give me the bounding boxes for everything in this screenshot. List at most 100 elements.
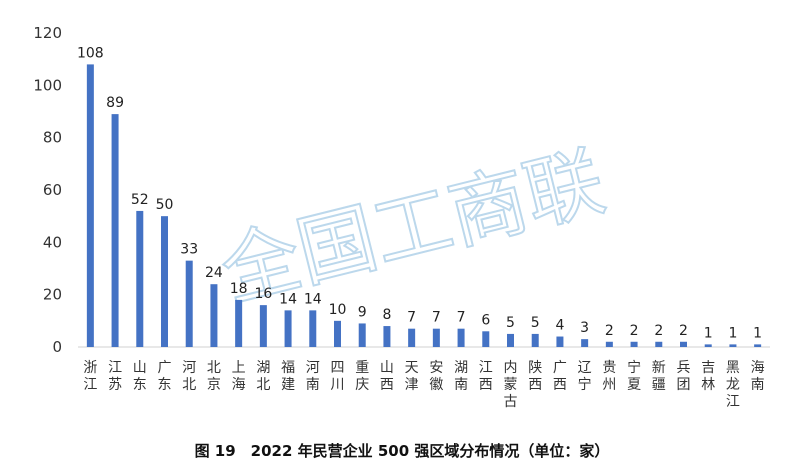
bar <box>111 114 119 347</box>
bar <box>482 331 490 347</box>
category-label: 吉林 <box>701 360 715 393</box>
category-label: 广西 <box>553 360 567 393</box>
category-label: 福建 <box>281 360 295 393</box>
bar <box>605 341 613 347</box>
category-label: 天津 <box>405 360 419 393</box>
data-label: 33 <box>180 242 198 258</box>
y-tick-label: 20 <box>43 286 62 304</box>
data-label: 18 <box>230 281 248 297</box>
y-tick-label: 40 <box>43 233 62 251</box>
data-label: 1 <box>728 325 737 341</box>
category-label: 浙江 <box>83 360 97 393</box>
category-label: 山西 <box>380 360 394 393</box>
data-label: 5 <box>506 315 515 331</box>
data-label: 2 <box>679 323 688 339</box>
data-label: 16 <box>254 286 272 302</box>
bar <box>259 305 267 347</box>
watermark: 全国工商联 <box>212 136 614 320</box>
bar <box>556 336 564 347</box>
data-label: 2 <box>605 323 614 339</box>
bar <box>383 326 391 347</box>
category-label: 兵团 <box>677 360 691 393</box>
bar <box>358 323 366 347</box>
bar <box>457 328 465 347</box>
category-label: 黑龙江 <box>726 360 740 410</box>
data-label: 14 <box>279 291 297 307</box>
bar <box>655 341 663 347</box>
y-tick-label: 60 <box>43 181 62 199</box>
bar <box>729 344 737 347</box>
category-label: 江苏 <box>108 360 122 393</box>
bar <box>334 320 341 347</box>
data-label: 9 <box>358 304 367 320</box>
category-label: 辽宁 <box>578 360 592 393</box>
data-label: 4 <box>555 318 564 334</box>
data-label: 108 <box>77 45 104 61</box>
data-label: 7 <box>432 310 441 326</box>
category-labels: 浙江江苏山东广东河北北京上海湖北福建河南四川重庆山西天津安徽湖南江西内蒙古陕西广… <box>83 359 764 410</box>
category-label: 贵州 <box>602 360 616 393</box>
category-label: 四川 <box>331 360 345 393</box>
category-label: 湖北 <box>256 360 270 393</box>
category-label: 河南 <box>306 360 320 393</box>
axes: 0 20 40 60 80 100 120 <box>33 24 770 356</box>
data-label: 1 <box>704 325 713 341</box>
y-tick-label: 120 <box>33 24 62 42</box>
category-label: 新疆 <box>652 360 666 393</box>
bar <box>581 339 589 347</box>
data-label: 7 <box>457 310 466 326</box>
bar <box>432 328 440 347</box>
data-label: 6 <box>481 312 490 328</box>
category-label: 河北 <box>182 360 196 393</box>
bar <box>754 344 762 347</box>
bars <box>86 64 762 348</box>
data-label: 5 <box>531 315 540 331</box>
data-label: 24 <box>205 265 223 281</box>
data-label: 14 <box>304 291 322 307</box>
bar <box>531 333 539 347</box>
data-label: 3 <box>580 320 589 336</box>
data-label: 52 <box>131 192 149 208</box>
figure-caption: 图 19 2022 年民营企业 500 强区域分布情况（单位：家） <box>194 442 610 460</box>
bar <box>630 341 638 347</box>
bar <box>680 341 687 347</box>
category-label: 上海 <box>232 360 246 393</box>
data-label: 8 <box>382 307 391 323</box>
data-label: 89 <box>106 95 124 111</box>
bar <box>210 284 218 347</box>
category-label: 北京 <box>207 360 221 393</box>
bar <box>185 260 193 347</box>
data-label: 1 <box>753 325 762 341</box>
bar <box>136 210 144 347</box>
bar <box>704 344 712 347</box>
bar <box>507 333 514 347</box>
category-label: 安徽 <box>429 360 443 393</box>
category-label: 海南 <box>751 360 765 393</box>
y-tick-label: 80 <box>43 129 62 147</box>
data-label: 10 <box>329 302 347 318</box>
category-label: 内蒙古 <box>504 360 518 410</box>
y-tick-label: 0 <box>52 338 62 356</box>
category-label: 宁夏 <box>627 359 641 393</box>
data-label: 7 <box>407 310 416 326</box>
data-label: 2 <box>630 323 639 339</box>
bar <box>86 64 94 348</box>
data-label: 50 <box>156 197 174 213</box>
category-label: 山东 <box>133 360 147 393</box>
bar <box>284 310 292 347</box>
category-label: 江西 <box>479 360 493 393</box>
watermark-text: 全国工商联 <box>213 137 613 319</box>
bar <box>235 299 243 347</box>
y-tick-label: 100 <box>33 76 62 94</box>
data-label: 2 <box>654 323 663 339</box>
category-label: 湖南 <box>454 360 468 393</box>
bar <box>161 216 168 347</box>
bar <box>309 310 317 347</box>
category-label: 广东 <box>158 360 172 393</box>
bar <box>408 328 416 347</box>
category-label: 陕西 <box>528 360 542 393</box>
category-label: 重庆 <box>355 360 369 393</box>
